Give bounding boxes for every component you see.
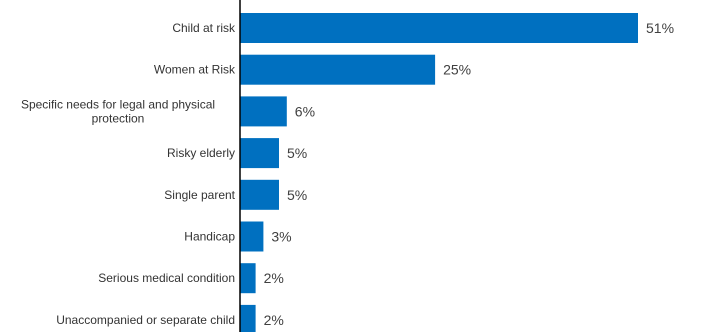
value-label-4: 5%: [287, 187, 307, 203]
value-label-7: 2%: [264, 312, 284, 328]
category-label-line: Women at Risk: [154, 63, 236, 77]
bar-7: [240, 304, 256, 332]
bar-1: [240, 54, 436, 85]
category-label-line: Single parent: [164, 188, 235, 202]
category-label-line: Handicap: [184, 230, 235, 244]
category-label-line: protection: [92, 111, 145, 125]
category-label-4: Single parent: [164, 188, 235, 202]
value-labels-group: 51% 25% 6% 5% 5% 3% 2% 2%: [264, 20, 674, 328]
category-labels-group: Child at risk Women at Risk Specific needs…: [21, 21, 236, 327]
category-label-line: Serious medical condition: [98, 271, 235, 285]
bar-0: [240, 13, 638, 43]
bars-group: [240, 13, 638, 332]
value-label-0: 51%: [646, 20, 674, 36]
bar-3: [240, 138, 279, 169]
bar-2: [240, 96, 287, 127]
category-label-6: Serious medical condition: [98, 271, 235, 285]
value-label-3: 5%: [287, 145, 307, 161]
bar-6: [240, 263, 256, 294]
category-label-3: Risky elderly: [167, 146, 235, 160]
category-label-0: Child at risk: [172, 21, 236, 35]
value-label-6: 2%: [264, 270, 284, 286]
value-label-1: 25%: [443, 62, 471, 78]
category-label-1: Women at Risk: [154, 63, 236, 77]
category-label-2: Specific needs for legal and physical pro…: [21, 97, 215, 125]
category-label-5: Handicap: [184, 230, 235, 244]
value-label-2: 6%: [295, 103, 315, 119]
category-label-7: Unaccompanied or separate child: [56, 313, 235, 327]
bar-5: [240, 221, 264, 252]
value-label-5: 3%: [271, 229, 291, 245]
category-label-line: Risky elderly: [167, 146, 235, 160]
bar-4: [240, 179, 279, 210]
category-label-line: Specific needs for legal and physical: [21, 97, 215, 111]
category-label-line: Child at risk: [172, 21, 236, 35]
category-label-line: Unaccompanied or separate child: [56, 313, 235, 327]
